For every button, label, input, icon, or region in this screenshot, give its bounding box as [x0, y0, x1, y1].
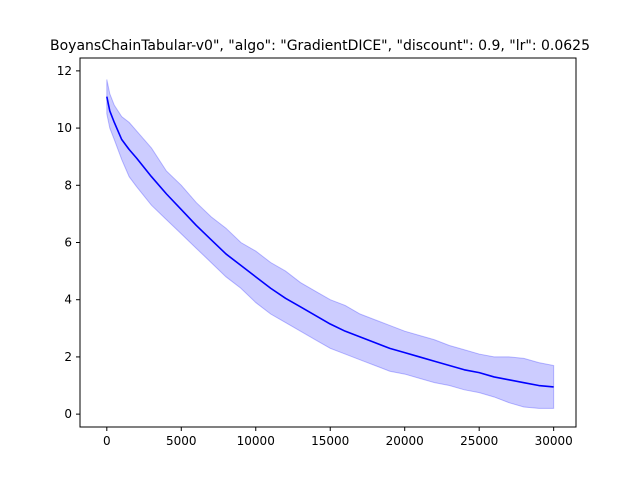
x-tick-label: 30000: [535, 434, 573, 448]
x-tick-label: 5000: [166, 434, 197, 448]
x-tick-label: 20000: [386, 434, 424, 448]
plot-frame: [79, 57, 577, 428]
x-tick-label: 15000: [311, 434, 349, 448]
x-tick-label: 0: [103, 434, 111, 448]
x-tick-label: 10000: [237, 434, 275, 448]
y-tick-label: 6: [64, 236, 72, 250]
plot-area: [106, 79, 555, 409]
series-0-band: [106, 79, 555, 409]
series-0-line: [106, 96, 554, 388]
y-tick-label: 12: [57, 64, 72, 78]
y-tick-label: 10: [57, 121, 72, 135]
chart-title: BoyansChainTabular-v0", "algo": "Gradien…: [50, 38, 590, 54]
y-tick-label: 8: [64, 178, 72, 192]
y-tick-label: 2: [64, 350, 72, 364]
y-tick-label: 4: [64, 293, 72, 307]
y-tick-label: 0: [64, 407, 72, 421]
x-tick-label: 25000: [460, 434, 498, 448]
axis-ticks: 0 5000 10000 15000 20000 25000 30000 0 2 4 6 8 10 12: [57, 64, 573, 448]
